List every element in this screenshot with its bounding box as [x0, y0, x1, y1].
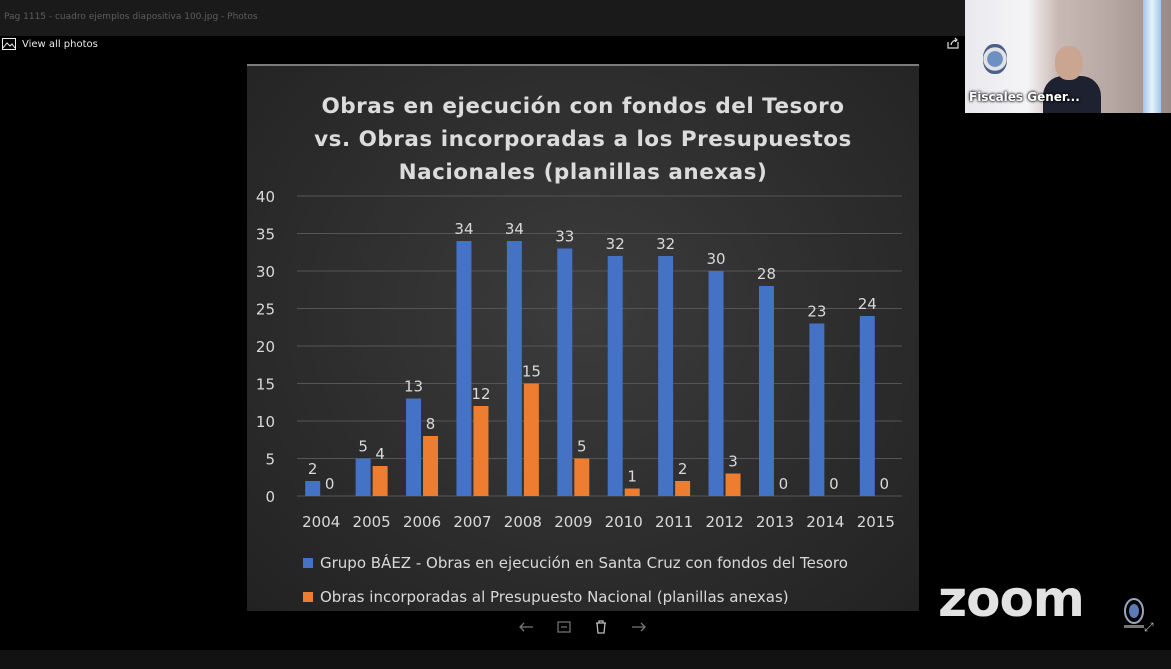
participant-name: Fiscales Gener... — [969, 90, 1080, 104]
chart-title-line: Nacionales (planillas anexas) — [398, 160, 768, 185]
back-arrow-icon[interactable] — [515, 618, 537, 636]
bar-series-1 — [708, 271, 724, 496]
x-tick-label: 2013 — [756, 513, 794, 531]
data-label-series-2: 0 — [880, 475, 890, 493]
bar-series-1 — [758, 286, 774, 496]
chart-title-line: Obras en ejecución con fondos del Tesoro — [321, 94, 845, 119]
bar-series-1 — [456, 241, 472, 496]
viewer-toolbar — [515, 617, 650, 637]
chart-title-line: vs. Obras incorporadas a los Presupuesto… — [314, 127, 852, 152]
chart-legend: Grupo BÁEZ - Obras en ejecución en Santa… — [303, 546, 848, 614]
legend-label-series-1: Grupo BÁEZ - Obras en ejecución en Santa… — [320, 554, 848, 572]
data-label-series-2: 4 — [375, 445, 385, 463]
data-label-series-1: 32 — [656, 235, 675, 253]
legend-entry-series-2: Obras incorporadas al Presupuesto Nacion… — [303, 580, 848, 614]
data-label-series-2: 0 — [779, 475, 789, 493]
bar-series-1 — [506, 241, 522, 496]
data-label-series-1: 34 — [505, 220, 524, 238]
x-tick-label: 2005 — [353, 513, 391, 531]
x-tick-label: 2014 — [806, 513, 844, 531]
data-label-series-1: 28 — [757, 265, 776, 283]
y-tick-label: 5 — [265, 451, 275, 469]
y-tick-label: 15 — [256, 376, 275, 394]
bar-series-1 — [557, 248, 573, 496]
data-label-series-1: 32 — [606, 235, 625, 253]
x-tick-label: 2007 — [453, 513, 491, 531]
forward-arrow-icon[interactable] — [628, 618, 650, 636]
bar-series-2 — [725, 473, 741, 496]
bar-series-1 — [355, 458, 371, 496]
y-tick-label: 20 — [256, 338, 275, 356]
bar-series-1 — [406, 398, 422, 496]
view-all-photos-label: View all photos — [22, 38, 98, 50]
data-label-series-1: 24 — [858, 295, 877, 313]
view-all-photos-link[interactable]: View all photos — [2, 36, 98, 52]
bar-series-1 — [607, 256, 623, 496]
y-tick-label: 25 — [256, 301, 275, 319]
share-icon[interactable] — [946, 37, 960, 49]
x-tick-label: 2009 — [554, 513, 592, 531]
data-label-series-2: 0 — [325, 475, 335, 493]
window-title: Pag 1115 - cuadro ejemplos diapositiva 1… — [4, 12, 258, 22]
data-label-series-1: 5 — [358, 438, 368, 456]
legend-entry-series-1: Grupo BÁEZ - Obras en ejecución en Santa… — [303, 546, 848, 580]
data-label-series-2: 3 — [728, 453, 738, 471]
bar-series-2 — [675, 481, 691, 496]
seal-icon — [1124, 598, 1144, 628]
image-icon — [2, 38, 16, 50]
y-tick-label: 10 — [256, 413, 275, 431]
x-tick-label: 2008 — [504, 513, 542, 531]
photo-slide: Obras en ejecución con fondos del Tesoro… — [247, 64, 919, 611]
bar-series-1 — [859, 316, 875, 496]
x-tick-label: 2010 — [605, 513, 643, 531]
bar-series-2 — [574, 458, 590, 496]
data-label-series-1: 23 — [807, 303, 826, 321]
taskbar — [0, 650, 1171, 669]
bar-series-1 — [305, 481, 321, 496]
x-tick-label: 2004 — [302, 513, 340, 531]
bar-series-2 — [523, 383, 539, 496]
data-label-series-2: 0 — [829, 475, 839, 493]
legend-label-series-2: Obras incorporadas al Presupuesto Nacion… — [320, 588, 789, 606]
bar-series-2 — [624, 488, 640, 496]
expand-icon[interactable]: ⤢ — [1144, 620, 1154, 634]
data-label-series-1: 13 — [404, 378, 423, 396]
delete-icon[interactable] — [590, 618, 612, 636]
data-label-series-1: 33 — [555, 228, 574, 246]
slideshow-icon[interactable] — [553, 618, 575, 636]
data-label-series-2: 2 — [678, 460, 688, 478]
x-tick-label: 2015 — [857, 513, 895, 531]
bar-series-2 — [423, 436, 439, 496]
bar-series-2 — [473, 406, 489, 496]
y-tick-label: 35 — [256, 226, 275, 244]
x-tick-label: 2006 — [403, 513, 441, 531]
participant-avatar — [1043, 46, 1101, 113]
data-label-series-2: 12 — [471, 385, 490, 403]
x-tick-label: 2012 — [705, 513, 743, 531]
data-label-series-1: 34 — [454, 220, 473, 238]
data-label-series-1: 30 — [706, 250, 725, 268]
emblem-icon — [983, 44, 1007, 74]
y-tick-label: 30 — [256, 263, 275, 281]
y-tick-label: 40 — [256, 188, 275, 206]
flag-image — [1143, 0, 1161, 113]
legend-swatch-series-2 — [303, 592, 313, 602]
data-label-series-1: 2 — [308, 460, 318, 478]
bar-series-1 — [809, 323, 825, 496]
data-label-series-2: 1 — [627, 468, 637, 486]
legend-swatch-series-1 — [303, 558, 313, 568]
participant-video[interactable]: Fiscales Gener... — [965, 0, 1171, 113]
bar-series-2 — [372, 466, 388, 496]
zoom-watermark: zoom — [938, 570, 1085, 628]
data-label-series-2: 5 — [577, 438, 587, 456]
bar-series-1 — [658, 256, 674, 496]
data-label-series-2: 15 — [522, 363, 541, 381]
chart-title: Obras en ejecución con fondos del Tesoro… — [247, 90, 919, 189]
y-tick-label: 0 — [265, 488, 275, 506]
data-label-series-2: 8 — [426, 415, 436, 433]
x-tick-label: 2011 — [655, 513, 693, 531]
